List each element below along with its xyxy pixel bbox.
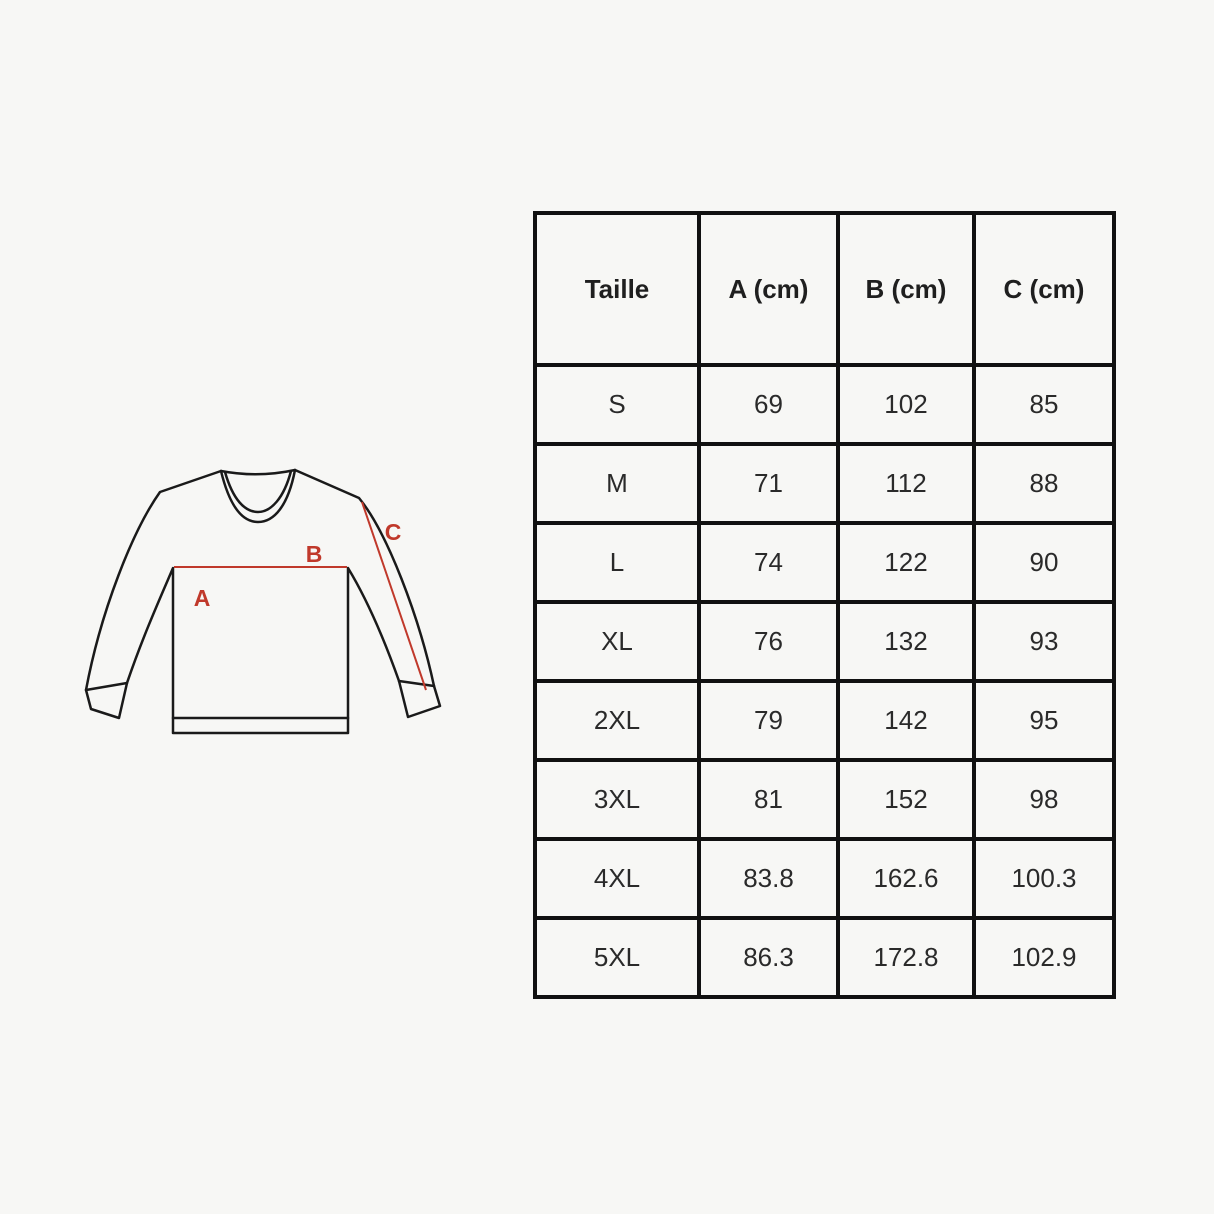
measurement-value-cell: 122 (836, 521, 976, 604)
measurement-value-cell: 71 (697, 442, 840, 525)
size-table-header: Taille A (cm) B (cm) C (cm) (533, 211, 1116, 367)
size-label-cell: S (533, 363, 701, 446)
size-label-cell: XL (533, 600, 701, 683)
measurement-value-cell: 79 (697, 679, 840, 762)
size-table: Taille A (cm) B (cm) C (cm) S 69 102 85 M 71 112 8… (533, 211, 1116, 999)
size-table-header-cell: Taille (533, 211, 701, 367)
size-label-cell: 4XL (533, 837, 701, 920)
size-table-row: 3XL 81 152 98 (533, 758, 1116, 841)
size-table-row: 4XL 83.8 162.6 100.3 (533, 837, 1116, 920)
measurement-value-cell: 102 (836, 363, 976, 446)
size-label-cell: 2XL (533, 679, 701, 762)
size-table-header-row: Taille A (cm) B (cm) C (cm) (533, 211, 1116, 367)
measurement-value-cell: 98 (972, 758, 1116, 841)
measurement-line-c (361, 501, 427, 691)
size-table-body: S 69 102 85 M 71 112 88 L 74 122 90 XL 76 132 93 2XL 79 14… (533, 363, 1116, 999)
sweatshirt-body-outline (84, 468, 442, 735)
measurement-value-cell: 152 (836, 758, 976, 841)
measurement-value-cell: 69 (697, 363, 840, 446)
measurement-value-cell: 102.9 (972, 916, 1116, 999)
size-table-header-cell: B (cm) (836, 211, 976, 367)
measurement-value-cell: 86.3 (697, 916, 840, 999)
size-label-cell: M (533, 442, 701, 525)
measurement-value-cell: 76 (697, 600, 840, 683)
measurement-value-cell: 142 (836, 679, 976, 762)
sweatshirt-diagram: A B C (55, 440, 475, 780)
measurement-label-c: C (385, 519, 402, 545)
size-label-cell: 3XL (533, 758, 701, 841)
size-table-header-cell: C (cm) (972, 211, 1116, 367)
size-label-cell: L (533, 521, 701, 604)
measurement-value-cell: 95 (972, 679, 1116, 762)
measurement-value-cell: 81 (697, 758, 840, 841)
measurement-value-cell: 74 (697, 521, 840, 604)
measurement-value-cell: 162.6 (836, 837, 976, 920)
measurement-value-cell: 132 (836, 600, 976, 683)
measurement-value-cell: 90 (972, 521, 1116, 604)
size-table-row: 2XL 79 142 95 (533, 679, 1116, 762)
measurement-label-a: A (194, 585, 211, 611)
size-table-row: 5XL 86.3 172.8 102.9 (533, 916, 1116, 999)
collar-back-edge (219, 468, 297, 476)
sweatshirt-outline-svg: A B C (84, 468, 442, 735)
measurement-value-cell: 88 (972, 442, 1116, 525)
left-cuff-seam (84, 681, 129, 692)
measurement-value-cell: 85 (972, 363, 1116, 446)
size-table-row: L 74 122 90 (533, 521, 1116, 604)
size-table-row: M 71 112 88 (533, 442, 1116, 525)
collar-inner-curve (223, 469, 293, 514)
measurement-value-cell: 83.8 (697, 837, 840, 920)
size-table-row: S 69 102 85 (533, 363, 1116, 446)
size-table-row: XL 76 132 93 (533, 600, 1116, 683)
measurement-value-cell: 172.8 (836, 916, 976, 999)
measurement-label-b: B (306, 541, 323, 567)
size-table-header-cell: A (cm) (697, 211, 840, 367)
measurement-value-cell: 93 (972, 600, 1116, 683)
size-label-cell: 5XL (533, 916, 701, 999)
measurement-value-cell: 112 (836, 442, 976, 525)
collar-outer-curve (219, 468, 297, 524)
measurement-value-cell: 100.3 (972, 837, 1116, 920)
right-cuff-seam (397, 679, 436, 688)
